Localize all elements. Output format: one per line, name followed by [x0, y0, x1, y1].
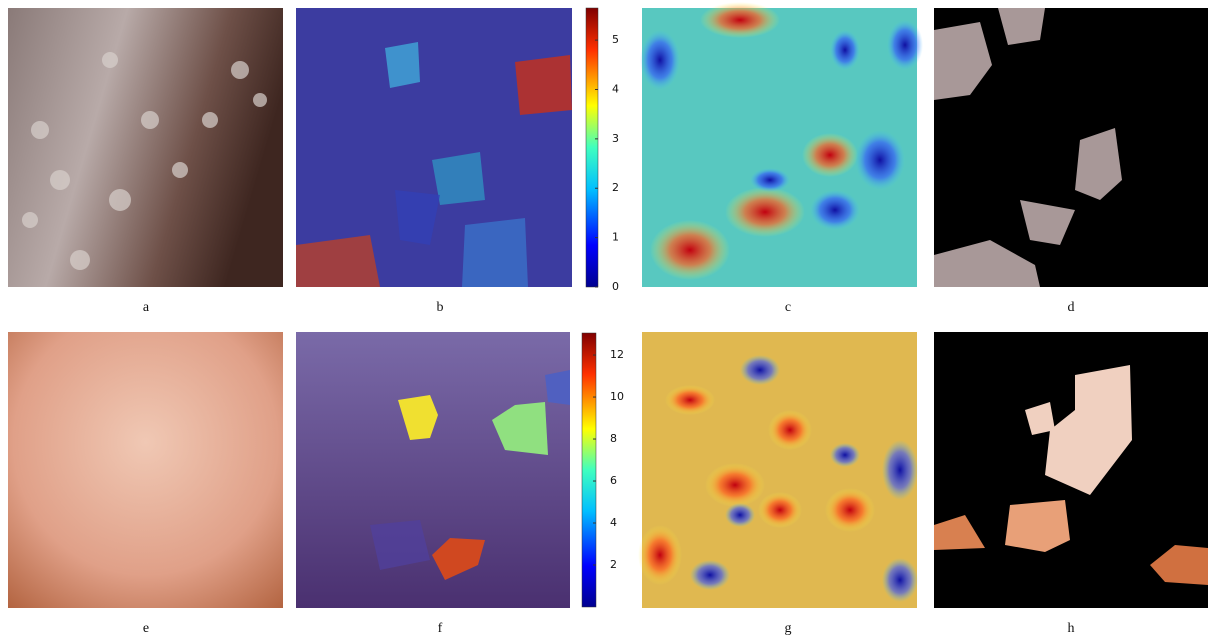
- image-f: [296, 332, 570, 608]
- panel-label: g: [785, 621, 792, 636]
- panel-label: d: [1068, 300, 1075, 315]
- tick-label: 2: [612, 181, 619, 194]
- colorbar: [586, 8, 598, 287]
- image-g: [642, 332, 917, 608]
- tick-label: 3: [612, 132, 619, 145]
- tick-label: 5: [612, 33, 619, 46]
- panel-label: c: [785, 300, 791, 315]
- tick-label: 4: [610, 516, 617, 529]
- tick-label: 0: [612, 280, 619, 293]
- panel-label: h: [1068, 621, 1075, 636]
- tick-label: 6: [610, 474, 617, 487]
- tick-label: 8: [610, 432, 617, 445]
- panel-label: a: [143, 300, 150, 315]
- tick-label: 1: [612, 231, 619, 244]
- image-e: [8, 332, 283, 608]
- colorbar: [582, 333, 596, 607]
- tick-label: 10: [610, 390, 624, 403]
- panel-label: f: [438, 621, 443, 636]
- tick-label: 4: [612, 82, 619, 95]
- figure: 012345 24681012 abcdefgh: [0, 0, 1208, 637]
- image-a: [8, 8, 283, 287]
- tick-label: 12: [610, 348, 624, 361]
- tick-label: 2: [610, 558, 617, 571]
- panel-label: e: [143, 621, 149, 636]
- panel-label: b: [437, 300, 444, 315]
